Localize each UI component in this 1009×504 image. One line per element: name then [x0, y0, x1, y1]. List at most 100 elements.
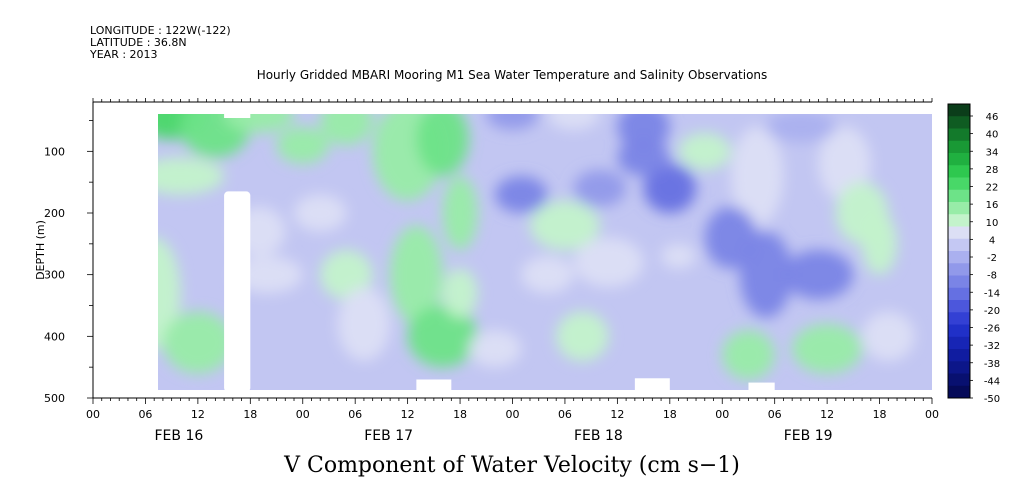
colorbar-label: 28	[986, 165, 999, 176]
velocity-patch	[573, 237, 644, 287]
velocity-patch	[643, 163, 697, 213]
velocity-patch	[862, 213, 898, 275]
colorbar-label: 16	[986, 200, 999, 211]
plot-axes: 00 06 12 18 00 06 12 18 00 06 12 18 00 06 12 18 00 FEB 16…	[34, 98, 939, 444]
velocity-patch	[320, 114, 373, 146]
velocity-patch	[792, 324, 863, 374]
colorbar-swatch	[948, 165, 970, 178]
velocity-patch	[468, 330, 522, 368]
colorbar-swatch	[948, 214, 970, 227]
latitude-label: LATITUDE : 36.8N	[90, 36, 187, 49]
bottom-gap	[748, 382, 775, 390]
colorbar-swatch	[948, 361, 970, 374]
x-tick-label: 18	[663, 408, 677, 421]
colorbar-swatch	[948, 312, 970, 325]
y-tick-label: 500	[44, 392, 65, 405]
velocity-patch	[442, 268, 478, 318]
colorbar-swatch	[948, 202, 970, 215]
velocity-patch	[486, 114, 539, 130]
colorbar-label: 10	[986, 218, 999, 229]
bottom-gap	[416, 379, 452, 390]
velocity-patch	[573, 169, 627, 207]
colorbar-label: -32	[984, 341, 1000, 352]
velocity-patch	[678, 132, 731, 170]
colorbar-frame	[947, 103, 971, 399]
x-tick-label: 12	[820, 408, 834, 421]
x-tick-label: 00	[86, 408, 100, 421]
colorbar-swatch	[948, 226, 970, 240]
velocity-patch	[521, 256, 574, 294]
velocity-patch	[337, 287, 391, 361]
colorbar-swatch	[948, 116, 970, 129]
colorbar-label: 22	[986, 183, 999, 194]
velocity-patch	[556, 311, 609, 362]
velocity-patch	[783, 249, 854, 300]
velocity-patch	[442, 176, 478, 250]
x-tick-label: 06	[768, 408, 782, 421]
y-axis-label: DEPTH (m)	[34, 220, 47, 280]
colorbar-swatch	[948, 373, 970, 387]
velocity-patch	[416, 114, 469, 176]
velocity-patch	[765, 114, 836, 143]
colorbar-label: 34	[986, 147, 999, 158]
velocity-patch	[529, 200, 600, 250]
longitude-label: LONGITUDE : 122W(-122)	[90, 24, 231, 37]
colorbar-swatch	[948, 336, 970, 350]
x-tick-label: 06	[558, 408, 572, 421]
velocity-patch	[407, 305, 478, 368]
velocity-patch	[862, 311, 915, 362]
x-day-label: FEB 19	[784, 428, 833, 444]
x-tick-label: 18	[453, 408, 467, 421]
chart-title: V Component of Water Velocity (cm s−1)	[284, 453, 740, 478]
colorbar-label: -14	[984, 288, 1000, 299]
velocity-patch	[730, 126, 784, 226]
colorbar-swatch	[948, 189, 970, 203]
colorbar-swatch	[948, 128, 970, 142]
colorbar-label: -8	[987, 271, 997, 282]
x-tick-label: 00	[925, 408, 939, 421]
colorbar-swatch	[948, 177, 970, 191]
colorbar-label: 4	[989, 235, 995, 246]
colorbar-swatch	[948, 263, 970, 276]
velocity-patch	[739, 231, 793, 318]
velocity-patch	[162, 311, 233, 374]
velocity-patch	[320, 249, 373, 300]
x-day-label: FEB 17	[364, 428, 413, 444]
velocity-patch	[547, 114, 600, 130]
colorbar-label: -2	[987, 253, 997, 264]
velocity-patch	[818, 126, 871, 201]
velocity-patch	[276, 126, 329, 164]
x-tick-label: 12	[401, 408, 415, 421]
colorbar-swatch	[948, 251, 970, 264]
x-tick-label: 18	[873, 408, 887, 421]
y-tick-label: 200	[44, 207, 65, 220]
velocity-field	[158, 114, 932, 390]
velocity-contours	[158, 114, 915, 380]
colorbar-swatch	[948, 324, 970, 338]
colorbar-swatch	[948, 140, 970, 154]
bottom-gap	[634, 378, 670, 390]
velocity-patch	[661, 243, 697, 269]
colorbar: 46 40 34 28 22 16 10 4 -2 -8 -14 -20 -26 -32 -38 -44 -50	[947, 103, 1000, 405]
y-tick-label: 400	[44, 330, 65, 343]
velocity-patch	[617, 139, 670, 176]
x-tick-label: 00	[715, 408, 729, 421]
velocity-patch	[495, 176, 548, 213]
x-day-label: FEB 16	[154, 428, 203, 444]
x-tick-label: 06	[348, 408, 362, 421]
velocity-patch	[722, 330, 775, 380]
x-tick-label: 00	[296, 408, 310, 421]
missing-data-gap	[224, 191, 251, 390]
colorbar-label: -20	[984, 306, 1000, 317]
y-tick-label: 100	[44, 145, 65, 158]
colorbar-label: 46	[986, 112, 999, 123]
colorbar-swatch	[948, 275, 970, 289]
colorbar-label: -44	[984, 376, 1000, 387]
x-tick-label: 00	[506, 408, 520, 421]
missing-data-top	[224, 114, 251, 118]
velocity-patch	[390, 225, 443, 324]
colorbar-swatch	[948, 287, 970, 301]
velocity-patch	[224, 114, 294, 133]
